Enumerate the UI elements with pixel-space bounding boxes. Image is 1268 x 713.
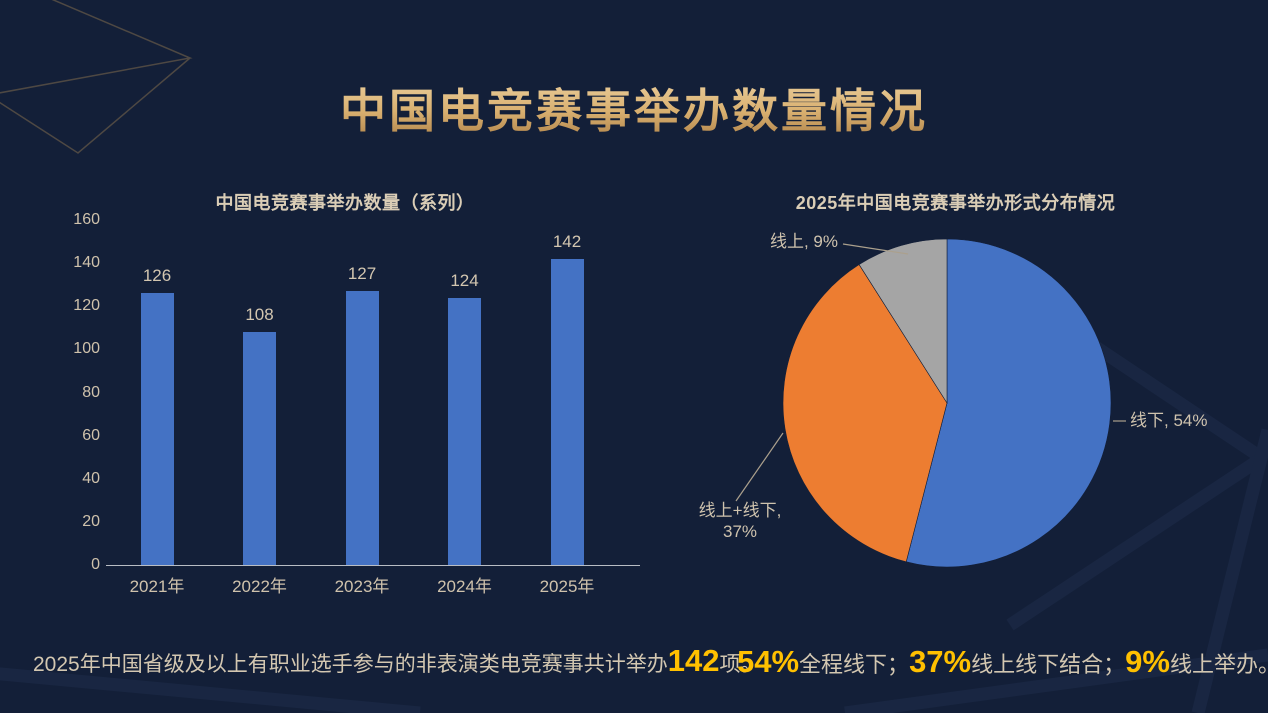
pie-chart-title: 2025年中国电竞赛事举办形式分布情况 <box>795 192 1116 213</box>
x-axis-category-label: 2021年 <box>129 577 185 596</box>
y-axis-tick-label: 40 <box>82 469 100 487</box>
y-axis-tick-label: 120 <box>73 297 100 315</box>
bar-value-label: 124 <box>450 270 479 290</box>
footnote-right: 54%全程线下；37%线上线下结合；9%线上举办。 <box>737 640 1268 687</box>
bar-value-label: 127 <box>347 264 377 284</box>
footnote-text: 线上举办。 <box>1169 652 1268 677</box>
x-axis-category-label: 2025年 <box>539 577 595 596</box>
bar-2025年 <box>550 258 584 565</box>
bar-2023年 <box>345 291 379 565</box>
y-axis-tick-label: 140 <box>73 254 100 272</box>
footnote-text: 2025年中国省级及以上有职业选手参与的非表演类电竞赛事共计举办 <box>33 653 668 676</box>
y-axis-tick-label: 80 <box>82 383 100 401</box>
x-axis-category-label: 2023年 <box>334 577 390 596</box>
y-axis-tick-label: 160 <box>73 211 100 228</box>
stat-highlight: 142 <box>667 643 720 678</box>
pie-chart <box>782 238 1112 568</box>
bar-2022年 <box>243 332 276 565</box>
x-axis-category-label: 2024年 <box>437 577 492 596</box>
leader-line-hybrid <box>735 432 784 502</box>
stat-highlight: 54% <box>737 644 800 679</box>
bar-value-label: 142 <box>552 231 582 251</box>
stat-highlight: 37% <box>909 644 972 679</box>
y-axis-tick-label: 60 <box>82 426 100 444</box>
pie-label-线下: 线下, 54% <box>1130 411 1208 430</box>
bar-2024年 <box>448 297 481 565</box>
pie-label-线上+线下: 线上+线下, 37% <box>698 501 782 541</box>
footnote-left: 2025年中国省级及以上有职业选手参与的非表演类电竞赛事共计举办142项。 <box>33 639 761 687</box>
y-axis-tick-label: 20 <box>82 512 100 530</box>
pie-slice-线下 <box>905 238 1112 568</box>
slide-title: 中国电竞赛事举办数量情况 <box>0 75 1268 141</box>
x-axis-line <box>106 565 640 566</box>
x-axis-category-label: 2022年 <box>232 577 287 596</box>
y-axis-tick-label: 100 <box>73 340 100 358</box>
stat-highlight: 9% <box>1125 644 1170 679</box>
bar-2021年 <box>140 293 174 565</box>
footnote-text: 项。 <box>719 653 762 676</box>
bar-value-label: 108 <box>245 305 274 325</box>
bar-value-label: 126 <box>142 266 172 286</box>
bar-chart-plot: 0 20 40 60 80 100 120 140 160 126 2021年 108 2022年 127… <box>0 0 680 620</box>
pie-label-线上: 线上, 9% <box>769 232 838 251</box>
footnote-text: 线上线下结合； <box>971 652 1126 677</box>
footnote-text: 全程线下； <box>799 652 910 677</box>
y-axis-tick-label: 0 <box>91 556 100 573</box>
bar-chart-title: 中国电竞赛事举办数量（系列） <box>215 192 475 213</box>
